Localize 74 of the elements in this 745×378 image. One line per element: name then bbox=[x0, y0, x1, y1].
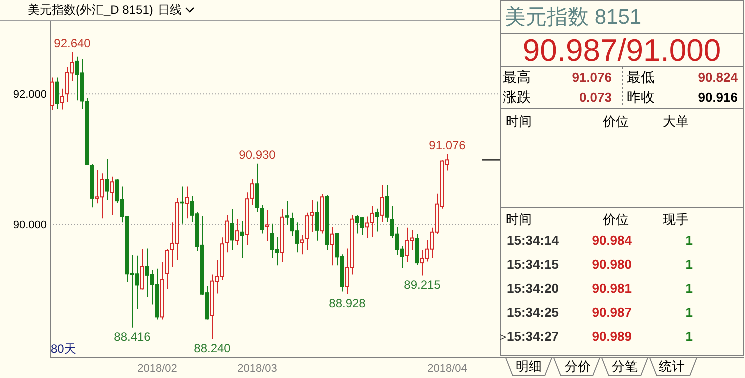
text: 最高 bbox=[503, 69, 531, 85]
candlestick bbox=[260, 204, 264, 234]
annotation: 88.928 bbox=[329, 296, 366, 310]
annotation: 88.416 bbox=[114, 330, 152, 344]
x-tick-label: 2018/03 bbox=[238, 363, 278, 375]
text: 15:34:14 bbox=[507, 233, 560, 248]
text: 涨跌 bbox=[503, 89, 531, 105]
candlestick bbox=[56, 77, 60, 110]
candlestick bbox=[286, 200, 290, 226]
text: 分笔 bbox=[612, 359, 638, 374]
text: 90.987 bbox=[592, 305, 632, 320]
annotation: 92.640 bbox=[54, 36, 92, 50]
candlestick bbox=[106, 158, 110, 201]
text: 时间 bbox=[506, 212, 532, 227]
candlestick bbox=[366, 216, 370, 239]
x-tick-label: 2018/02 bbox=[138, 363, 178, 375]
candlestick bbox=[60, 88, 64, 110]
text: 90.824 bbox=[698, 70, 739, 85]
candlestick bbox=[300, 234, 304, 256]
text: 最低 bbox=[627, 69, 655, 85]
text: 分价 bbox=[565, 359, 591, 374]
text: 时间 bbox=[506, 114, 532, 129]
text: 1 bbox=[686, 329, 693, 344]
y-tick-label: 92.000 bbox=[13, 89, 47, 102]
y-tick-label: 90.000 bbox=[13, 220, 47, 232]
candlestick bbox=[316, 201, 320, 242]
text: 90.916 bbox=[698, 90, 738, 105]
annotation: 91.076 bbox=[429, 138, 466, 152]
candlestick bbox=[180, 186, 184, 224]
candlestick bbox=[230, 209, 234, 250]
text: 91.076 bbox=[572, 70, 612, 85]
text: 明细 bbox=[516, 359, 542, 374]
text: 15:34:27 bbox=[507, 329, 560, 344]
chart-subtitle: 日线 bbox=[158, 3, 182, 17]
text: 现手 bbox=[663, 212, 689, 227]
candlestick bbox=[256, 163, 260, 213]
x-tick-label: 2018/04 bbox=[428, 363, 468, 375]
candlestick bbox=[386, 184, 390, 222]
text: 大单 bbox=[663, 114, 689, 129]
text: 90.987/91.000 bbox=[522, 33, 722, 68]
candlestick bbox=[370, 206, 374, 238]
text: 15:34:20 bbox=[507, 281, 560, 296]
candlestick bbox=[110, 176, 114, 216]
text: 1 bbox=[686, 233, 693, 248]
annotation: 89.215 bbox=[404, 278, 442, 292]
candlestick bbox=[186, 186, 190, 220]
candlestick bbox=[380, 184, 384, 222]
annotation: 88.240 bbox=[194, 341, 232, 356]
text: 90.989 bbox=[592, 329, 632, 344]
candlestick bbox=[226, 214, 230, 254]
text: 1 bbox=[686, 257, 693, 272]
annotation: 80天 bbox=[51, 342, 76, 356]
text: 1 bbox=[686, 305, 693, 320]
text: 统计 bbox=[659, 359, 685, 374]
text: 昨收 bbox=[627, 89, 655, 105]
candlestick bbox=[240, 220, 244, 259]
text: 90.981 bbox=[592, 281, 632, 296]
candlestick bbox=[140, 248, 144, 290]
candlestick bbox=[330, 226, 334, 266]
candlestick bbox=[266, 210, 270, 242]
text: 价位 bbox=[602, 114, 629, 129]
text: 价位 bbox=[602, 212, 629, 227]
candlestick bbox=[376, 208, 380, 232]
text: 90.980 bbox=[592, 257, 632, 272]
text: 美元指数 8151 bbox=[505, 6, 642, 29]
text: 1 bbox=[686, 281, 693, 296]
candlestick bbox=[236, 218, 240, 246]
text: 0.073 bbox=[579, 90, 612, 105]
text: 15:34:15 bbox=[507, 257, 560, 272]
candlestick bbox=[50, 77, 54, 111]
annotation: 90.930 bbox=[239, 148, 276, 162]
text: 15:34:25 bbox=[507, 305, 560, 320]
text: 90.984 bbox=[592, 233, 633, 248]
chart-title: 美元指数(外汇_D 8151) bbox=[28, 3, 154, 17]
